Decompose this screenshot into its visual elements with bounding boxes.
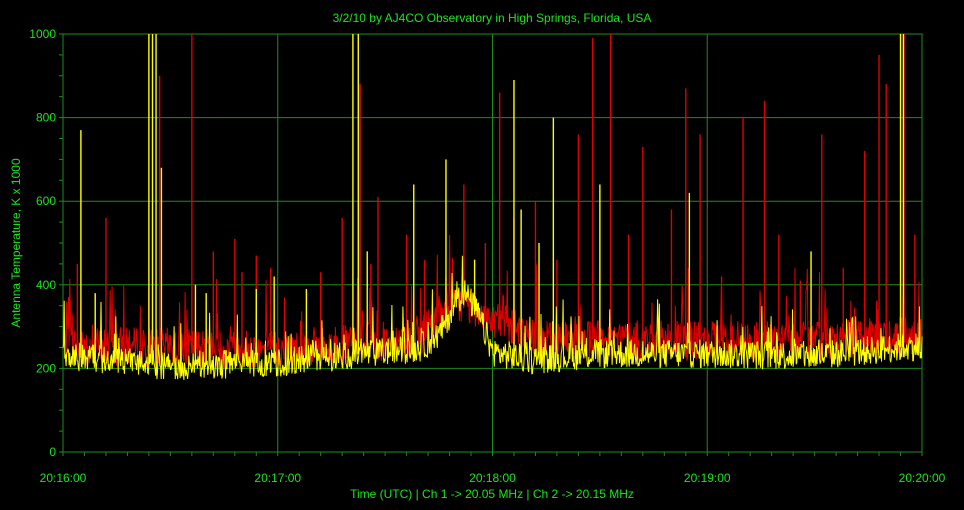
series-ch2-line-group — [62, 34, 923, 380]
x-tick-label: 20:19:00 — [684, 471, 731, 485]
y-axis-label: Antenna Temperature, K x 1000 — [9, 158, 23, 328]
y-tick-label: 800 — [36, 111, 56, 125]
y-tick-label: 0 — [49, 445, 56, 459]
y-tick-label: 200 — [36, 361, 56, 375]
y-tick-labels: 0 200 400 600 800 1000 — [29, 27, 56, 459]
chart-title: 3/2/10 by AJ4CO Observatory in High Spri… — [333, 11, 652, 25]
x-tick-label: 20:16:00 — [40, 471, 87, 485]
x-tick-label: 20:20:00 — [899, 471, 946, 485]
y-tick-label: 600 — [36, 194, 56, 208]
series-ch1-line-group — [62, 34, 923, 369]
x-tick-label: 20:18:00 — [469, 471, 516, 485]
x-tick-labels: 20:16:00 20:17:00 20:18:00 20:19:00 20:20:00 — [40, 471, 946, 485]
x-tick-label: 20:17:00 — [254, 471, 301, 485]
x-axis-label: Time (UTC) | Ch 1 -> 20.05 MHz | Ch 2 ->… — [350, 487, 634, 501]
y-tick-label: 400 — [36, 278, 56, 292]
y-tick-label: 1000 — [29, 27, 56, 41]
